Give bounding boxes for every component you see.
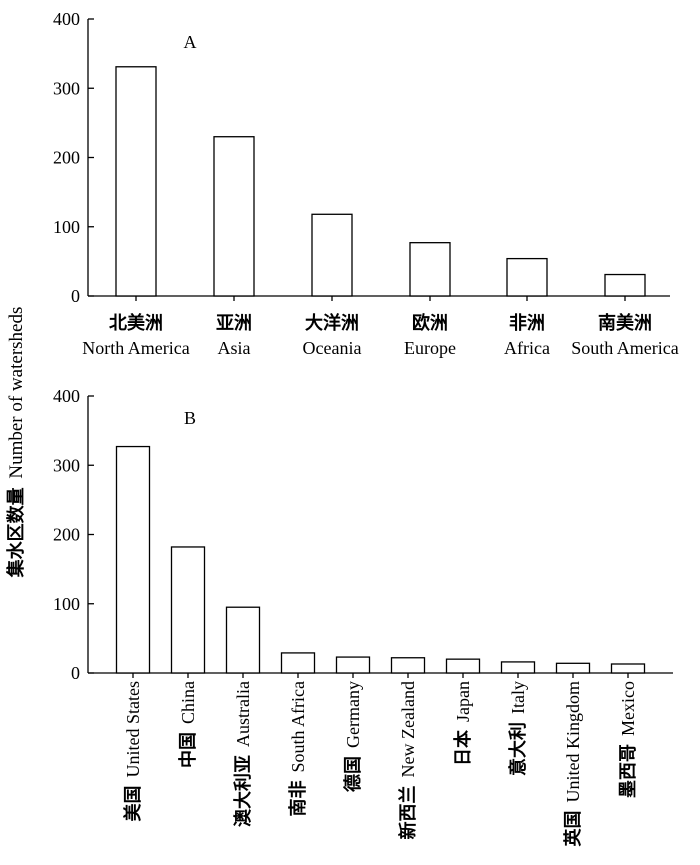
bar	[610, 663, 646, 674]
x-tick-label-cn: 中国	[177, 732, 199, 768]
x-tick-label-cn: 南美洲	[598, 312, 652, 334]
bar	[409, 242, 451, 297]
bar	[390, 657, 426, 674]
x-tick-label: 意大利 Italy	[507, 681, 529, 776]
x-tick-label-en: United Kingdom	[563, 681, 583, 803]
bar	[115, 66, 157, 297]
x-tick-label-cn: 英国	[562, 811, 584, 848]
x-tick-label-cn: 澳大利亚	[232, 755, 254, 827]
x-tick-label-en: Oceania	[303, 338, 362, 358]
x-tick-label-cn: 北美洲	[109, 312, 163, 334]
y-tick-label: 400	[53, 386, 80, 406]
y-axis-title: 集水区数量 Number of watersheds	[5, 307, 27, 579]
x-tick-label-en: Italy	[508, 681, 528, 714]
panel-b-countries: 0 100 200 300 400 B 美国 United States 中国 China 澳大利亚…	[53, 386, 673, 848]
x-tick-label-cn: 美国	[122, 786, 144, 822]
x-tick-label-cn: 大洋洲	[305, 312, 359, 334]
bar	[604, 273, 646, 297]
bar	[445, 658, 481, 674]
y-tick-label: 200	[53, 148, 80, 168]
x-tick-label-en: Africa	[504, 338, 550, 358]
x-tick-label-en: Japan	[453, 681, 473, 722]
x-tick-label-cn: 南非	[287, 781, 309, 817]
y-axis-title-en: Number of watersheds	[6, 307, 27, 479]
x-tick-label-cn: 墨西哥	[618, 744, 639, 798]
x-tick-label-cn: 新西兰	[397, 785, 419, 839]
x-tick-label-en: Australia	[233, 681, 253, 747]
bar	[170, 546, 206, 674]
x-tick-label-cn: 德国	[342, 756, 364, 792]
panel-label: B	[184, 408, 196, 428]
x-tick-label-en: South Africa	[288, 681, 308, 773]
x-tick-label: 南非 South Africa	[287, 681, 309, 817]
bar	[555, 662, 591, 674]
x-tick-label-cn: 日本	[452, 730, 474, 766]
x-tick-label-en: Germany	[343, 681, 363, 748]
y-tick-label: 0	[71, 286, 80, 306]
x-tick-label-en: Europe	[404, 338, 456, 358]
x-tick-label-cn: 欧洲	[412, 312, 448, 334]
x-tick-label-en: Asia	[218, 338, 251, 358]
x-tick-label-en: New Zealand	[398, 681, 418, 777]
x-tick-label-en: Mexico	[618, 681, 638, 736]
panel-a-continents: 0 100 200 300 400 A 北美洲 North America 亚洲 Asia 大洋洲 O…	[53, 9, 679, 358]
bar	[213, 136, 255, 297]
y-tick-label: 100	[53, 594, 80, 614]
x-tick-label-en: South America	[571, 338, 678, 358]
bar	[280, 652, 316, 674]
x-tick-label-cn: 意大利	[507, 722, 529, 776]
y-tick-label: 400	[53, 9, 80, 29]
bar	[335, 656, 371, 674]
x-tick-label: 新西兰 New Zealand	[397, 681, 419, 839]
y-tick-label: 100	[53, 217, 80, 237]
x-tick-label: 墨西哥 Mexico	[618, 681, 639, 798]
x-tick-label: 中国 China	[177, 681, 199, 768]
bar	[115, 445, 151, 674]
x-tick-label-cn: 非洲	[509, 312, 545, 334]
y-tick-label: 0	[71, 663, 80, 683]
x-tick-label-en: China	[178, 681, 198, 724]
x-tick-label: 日本 Japan	[452, 681, 474, 766]
x-tick-label-en: United States	[123, 681, 143, 778]
bar	[225, 606, 261, 674]
x-tick-label: 澳大利亚 Australia	[232, 681, 254, 827]
x-tick-label: 德国 Germany	[342, 681, 364, 792]
y-tick-label: 200	[53, 525, 80, 545]
x-tick-label: 英国 United Kingdom	[562, 681, 584, 848]
y-tick-label: 300	[53, 78, 80, 98]
y-tick-label: 300	[53, 455, 80, 475]
x-tick-label: 美国 United States	[122, 681, 144, 822]
panel-label: A	[184, 32, 197, 52]
bar	[506, 257, 548, 297]
bar	[311, 213, 353, 297]
x-tick-label-cn: 亚洲	[216, 313, 252, 334]
y-axis-title-cn: 集水区数量	[5, 487, 27, 578]
bar	[500, 661, 536, 674]
x-tick-label-en: North America	[82, 338, 189, 358]
